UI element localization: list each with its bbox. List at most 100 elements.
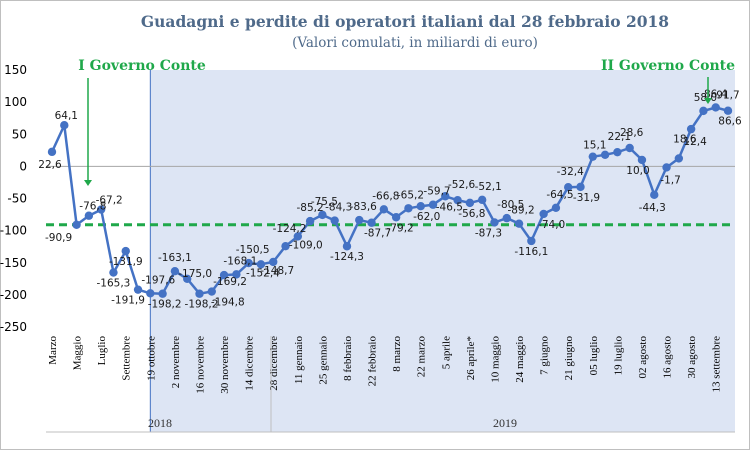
data-point [293,232,303,241]
x-tick-label: 10 maggio [489,336,501,383]
data-point [527,236,536,246]
y-tick-label: -200 [0,288,27,302]
data-point [47,147,57,157]
data-label: 22,1 [608,131,631,143]
data-label: -85,2 [297,202,324,214]
data-point [686,124,696,134]
x-tick-label: 30 novembre [219,336,231,394]
data-point [146,289,155,298]
data-label: -169,2 [213,276,247,288]
y-tick-label: 50 [12,127,27,141]
x-tick-label: Settembre [121,336,133,381]
data-label: -1,7 [660,174,681,186]
data-label: -64,5 [546,189,573,201]
data-label: -66,8 [372,190,399,202]
data-point [367,218,376,227]
x-tick-label: 5 aprile [440,336,452,369]
data-label: -124,3 [330,251,364,263]
data-point [711,103,720,112]
year-label: 2018 [148,416,172,430]
data-point [391,213,401,222]
data-label: -152,4 [246,267,280,279]
chart-subtitle: (Valori comulati, in miliardi di euro) [292,35,538,51]
x-tick-label: 14 dicembre [244,336,256,391]
data-point [219,270,229,280]
x-tick-label: 2 novembre [170,336,182,388]
data-point [133,285,143,294]
data-point [576,182,585,192]
x-tick-label: Marzo [47,336,59,365]
data-label: -87,7 [364,228,391,240]
data-point [588,152,597,161]
data-label: -52,6 [448,179,475,191]
x-tick-label: 22 febbraio [367,336,379,387]
x-tick-label: 24 maggio [514,336,526,383]
data-label: -148,7 [260,265,294,277]
data-point [342,242,352,251]
data-point [416,202,425,211]
data-point [625,143,634,153]
data-label: -84,3 [325,202,352,214]
data-point [244,258,253,268]
data-label: -163,1 [158,252,192,264]
data-label: 22,6 [38,159,62,171]
data-label: -131,9 [109,256,143,268]
data-point [269,257,278,267]
data-label: 10,0 [626,165,649,177]
data-point [60,120,69,130]
data-label: -87,3 [475,227,502,239]
data-label: -62,0 [413,211,440,223]
annotation-label: II Governo Conte [601,58,735,74]
data-point [207,287,216,296]
data-label: 58,0 [694,92,717,104]
data-point [490,218,499,227]
annotation-arrow-head [84,180,92,186]
data-point [613,147,622,157]
data-point [330,216,339,225]
data-label: 12,4 [683,136,707,148]
data-point [662,163,671,172]
data-point [84,211,94,220]
data-point [723,106,733,115]
data-point [72,220,81,229]
data-label: -80,5 [497,199,524,211]
data-point [539,209,548,219]
data-point [465,198,475,208]
data-label: 91,7 [716,90,739,102]
data-point [453,195,462,205]
data-label: -79,2 [387,222,414,234]
data-label: -197,6 [141,274,175,286]
data-point [195,289,204,298]
y-tick-label: -100 [0,224,27,238]
x-tick-label: 19 ottobre [145,336,157,381]
data-label: 86,6 [718,116,742,128]
y-tick-label: 100 [4,95,27,109]
x-tick-label: 26 aprile* [465,336,477,380]
x-tick-label: 16 novembre [194,336,206,394]
data-label: -175,0 [178,268,212,280]
x-tick-label: 13 settembre [711,336,723,393]
data-label: 64,1 [55,110,78,122]
data-label: -67,2 [96,195,123,207]
x-tick-label: 28 dicembre [268,336,280,391]
x-tick-label: Luglio [96,336,108,366]
data-label: -191,9 [111,295,145,307]
data-point [183,274,192,284]
data-label: -59,7 [423,186,450,198]
data-label: -116,1 [514,246,548,258]
data-label: -76,8 [79,201,106,213]
data-point [281,241,290,251]
data-point [232,270,241,279]
data-label: -194,8 [211,297,245,309]
x-tick-label: 8 febbraio [342,336,354,381]
x-tick-label: 02 agosto [637,336,649,379]
data-point [379,205,389,214]
data-point [514,219,524,228]
x-tick-label: 30 agosto [686,336,698,379]
data-point [477,195,487,205]
y-tick-label: -250 [0,320,27,334]
data-point [699,106,708,116]
data-label: -75,5 [311,196,338,208]
data-label: -65,2 [397,189,424,201]
year-label: 2019 [493,416,517,430]
